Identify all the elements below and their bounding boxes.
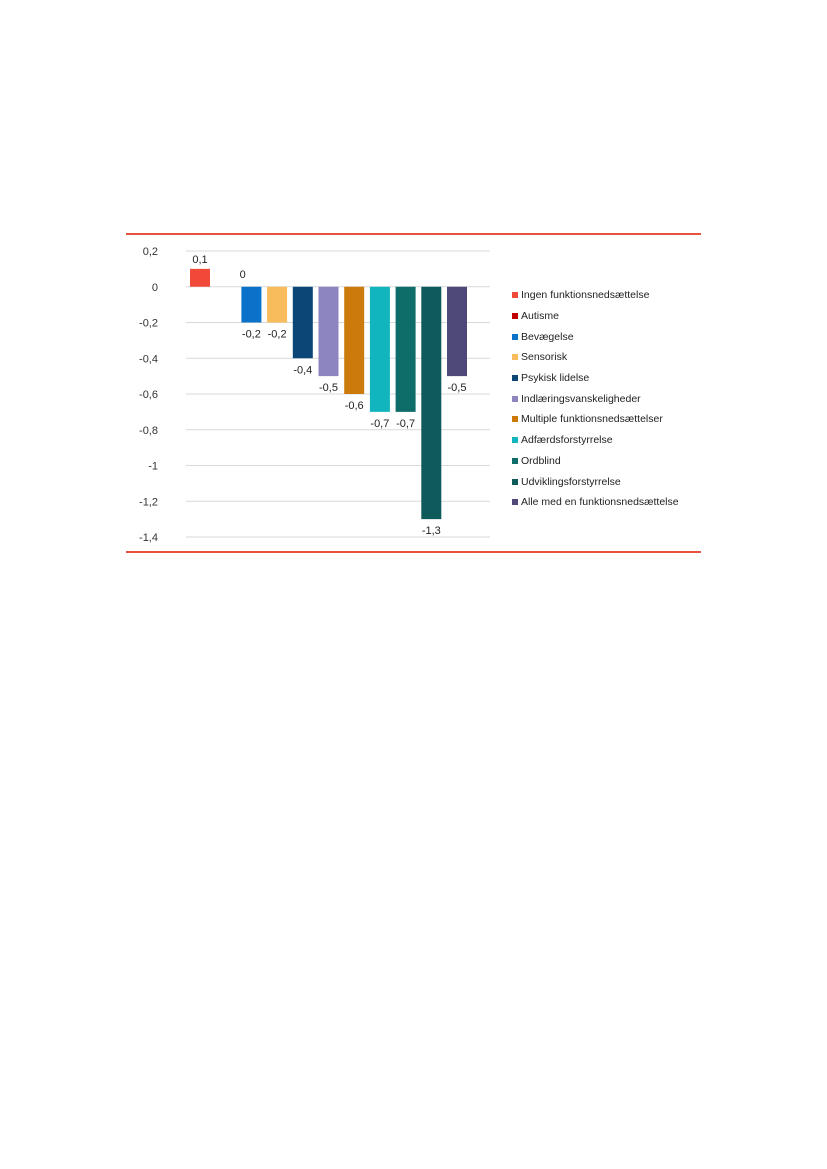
legend-swatch [512,416,518,423]
y-tick-label: 0 [152,282,158,294]
y-tick-label: -1,4 [139,532,158,544]
data-label: -0,4 [293,364,312,376]
top-rule [126,233,701,235]
bar [267,286,288,323]
legend-item: Multiple funktionsnedsættelser [512,409,702,430]
legend-label: Ingen funktionsnedsættelse [521,289,650,302]
legend-item: Ingen funktionsnedsættelse [512,285,702,306]
data-label: -0,7 [396,418,415,430]
legend-label: Ordblind [521,454,561,467]
legend-swatch [512,437,518,444]
legend: Ingen funktionsnedsættelse Autisme Bevægel… [512,285,702,513]
y-tick-label: -0,6 [139,389,158,401]
bar [447,286,467,377]
legend-item: Udviklingsforstyrrelse [512,471,702,492]
legend-swatch [512,354,518,361]
y-tick-label: -0,2 [139,318,158,330]
y-tick-label: -0,8 [139,425,158,437]
legend-item: Adfærdsforstyrrelse [512,430,702,451]
legend-item: Alle med en funktionsnedsættelse [512,492,702,513]
bar [395,286,416,412]
bar [241,286,262,323]
data-label: -0,2 [268,329,287,341]
legend-swatch [512,292,518,299]
legend-label: Udviklingsforstyrrelse [521,475,621,488]
bar [292,286,313,359]
bar [344,286,365,394]
legend-label: Indlæringsvanskeligheder [521,392,641,405]
y-tick-label: 0,2 [143,246,158,258]
legend-item: Ordblind [512,451,702,472]
bottom-rule [126,551,701,553]
legend-item: Psykisk lidelse [512,368,702,389]
data-label: -0,6 [345,400,364,412]
bar [421,286,442,520]
data-label: -0,7 [370,418,389,430]
legend-label: Multiple funktionsnedsættelser [521,413,663,426]
legend-label: Bevægelse [521,330,574,343]
data-label: 0,1 [192,254,207,266]
data-label: -0,5 [448,382,467,394]
legend-swatch [512,499,518,506]
data-label: -1,3 [422,525,441,537]
legend-label: Psykisk lidelse [521,372,590,385]
legend-swatch [512,395,518,402]
legend-label: Autisme [521,310,559,323]
bar [318,286,339,377]
legend-swatch [512,375,518,382]
legend-label: Sensorisk [521,351,568,364]
legend-swatch [512,313,518,320]
data-label: 0 [240,269,246,281]
y-tick-label: -1,2 [139,496,158,508]
legend-item: Autisme [512,306,702,327]
legend-swatch [512,457,518,464]
legend-item: Sensorisk [512,347,702,368]
legend-item: Indlæringsvanskeligheder [512,388,702,409]
legend-swatch [512,333,518,340]
y-tick-label: -0,4 [139,353,158,365]
data-label: -0,5 [319,382,338,394]
legend-item: Bevægelse [512,326,702,347]
y-tick-label: -1 [148,461,158,473]
legend-swatch [512,478,518,485]
bar [369,286,390,412]
bar [190,268,210,287]
data-label: -0,2 [242,329,261,341]
legend-label: Adfærdsforstyrrelse [521,434,613,447]
legend-label: Alle med en funktionsnedsættelse [521,496,679,509]
